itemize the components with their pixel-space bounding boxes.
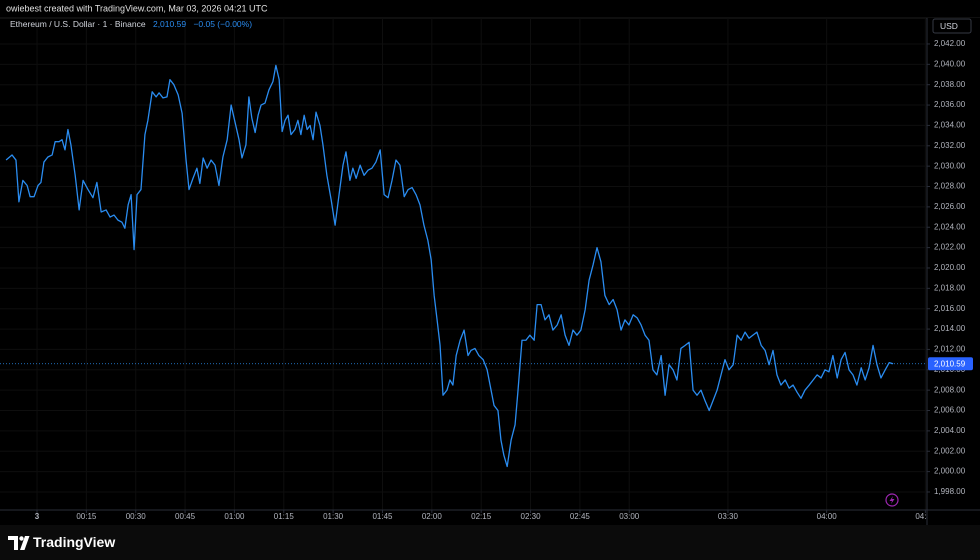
brand-logo <box>8 536 30 550</box>
x-tick-label: 02:30 <box>521 512 542 521</box>
y-tick-label: 2,014.00 <box>934 324 966 333</box>
x-tick-label: 02:15 <box>471 512 492 521</box>
y-tick-label: 2,008.00 <box>934 385 966 394</box>
x-tick-label: 01:00 <box>224 512 245 521</box>
alert-icon[interactable] <box>885 493 899 507</box>
logo-dot <box>19 536 24 541</box>
price-line <box>5 64 894 468</box>
y-tick-label: 2,028.00 <box>934 182 966 191</box>
x-tick-label: 04:30 <box>915 512 936 521</box>
y-tick-label: 2,020.00 <box>934 263 966 272</box>
footer <box>0 525 980 560</box>
x-tick-label: 04:00 <box>817 512 838 521</box>
x-tick-label: 01:30 <box>323 512 344 521</box>
brand-name: TradingView <box>33 534 115 550</box>
y-tick-label: 1,998.00 <box>934 487 966 496</box>
y-tick-label: 2,022.00 <box>934 243 966 252</box>
currency-button[interactable] <box>932 18 972 34</box>
y-tick-label: 2,026.00 <box>934 202 966 211</box>
y-tick-label: 2,002.00 <box>934 446 966 455</box>
y-tick-label: 2,024.00 <box>934 222 966 231</box>
price-axis <box>927 18 980 525</box>
logo-shape <box>8 536 18 550</box>
y-tick-label: 2,006.00 <box>934 406 966 415</box>
x-tick-label: 03:00 <box>619 512 640 521</box>
x-tick-label: 01:45 <box>372 512 393 521</box>
logo-shape <box>20 536 30 550</box>
currency-label[interactable]: USD <box>940 21 958 31</box>
plot-area <box>0 64 927 468</box>
x-tick-label: 03:30 <box>718 512 739 521</box>
last-price-label: 2,010.59 <box>934 359 966 368</box>
legend: Ethereum / U.S. Dollar · 1 · Binance 2,0… <box>10 19 252 29</box>
time-axis-labels: 3 00:15 00:30 00:45 01:00 01:15 01:30 01:45 02:0… <box>35 510 936 521</box>
legend-price: 2,010.59 <box>153 19 186 29</box>
y-tick-label: 2,016.00 <box>934 304 966 313</box>
x-tick-label: 00:15 <box>76 512 97 521</box>
x-tick-label: 01:15 <box>274 512 295 521</box>
y-tick-label: 2,018.00 <box>934 283 966 292</box>
y-tick-label: 2,040.00 <box>934 59 966 68</box>
price-axis-labels: 1,998.00 2,000.00 2,002.00 2,004.00 2,006.00… <box>927 39 973 496</box>
x-tick-label: 02:00 <box>422 512 443 521</box>
x-tick-label: 3 <box>35 512 40 521</box>
grid <box>0 18 927 510</box>
header-text: owiebest created with TradingView.com, M… <box>6 3 268 13</box>
y-tick-label: 2,012.00 <box>934 345 966 354</box>
y-tick-label: 2,042.00 <box>934 39 966 48</box>
last-price-badge <box>928 357 973 371</box>
y-tick-label: 2,032.00 <box>934 141 966 150</box>
y-tick-label: 2,036.00 <box>934 100 966 109</box>
alert-icon-bolt <box>889 496 895 504</box>
legend-title: Ethereum / U.S. Dollar · 1 · Binance <box>10 19 146 29</box>
y-tick-label: 2,000.00 <box>934 467 966 476</box>
x-tick-label: 00:30 <box>126 512 147 521</box>
y-tick-label: 2,030.00 <box>934 161 966 170</box>
legend-change: −0.05 (−0.00%) <box>193 19 252 29</box>
y-tick-label: 2,034.00 <box>934 121 966 130</box>
x-tick-label: 02:45 <box>570 512 591 521</box>
y-tick-label: 2,038.00 <box>934 80 966 89</box>
y-tick-label: 2,004.00 <box>934 426 966 435</box>
x-tick-label: 00:45 <box>175 512 196 521</box>
